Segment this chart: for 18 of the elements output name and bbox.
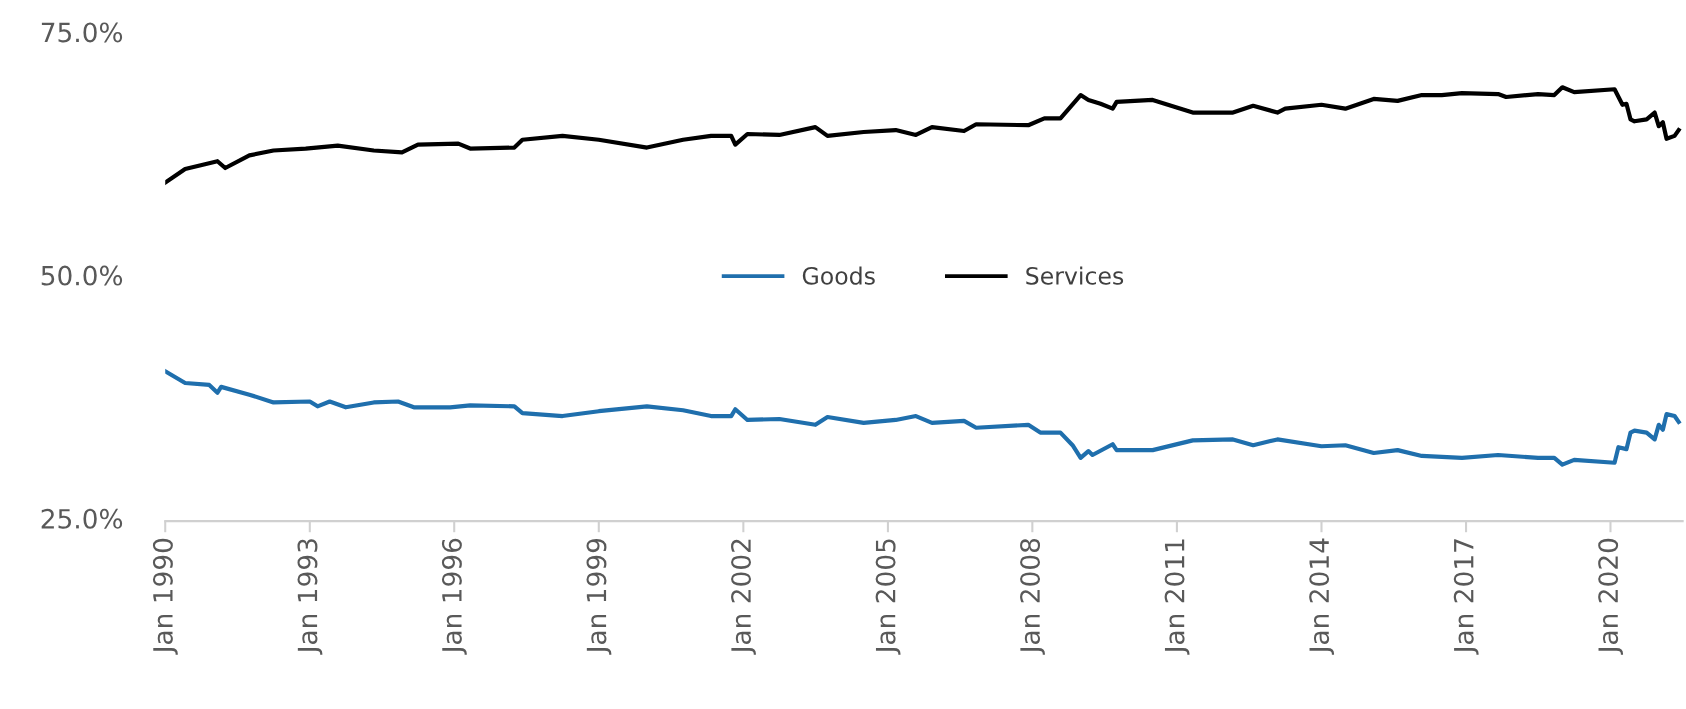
legend-label: Services <box>1026 266 1124 285</box>
y-tick-label: 50.0% <box>41 265 123 286</box>
x-tick-label: Jan 1996 <box>441 538 467 655</box>
line-series <box>165 369 1681 467</box>
x-tick-label: Jan 2005 <box>875 539 901 655</box>
line-series <box>165 85 1681 185</box>
x-tick-label: Jan 2008 <box>1020 538 1045 655</box>
y-tick-label: 25.0% <box>41 508 123 529</box>
x-tick-label: Jan 2014 <box>1309 538 1335 655</box>
x-tick-label: Jan 2017 <box>1453 539 1479 655</box>
x-tick-label: Jan 1993 <box>297 539 323 655</box>
x-tick-label: Jan 1990 <box>152 538 178 655</box>
x-tick-label: Jan 1999 <box>586 538 612 655</box>
legend-label: Goods <box>802 266 875 285</box>
x-tick-label: Jan 2011 <box>1164 539 1190 655</box>
x-tick-label: Jan 2020 <box>1598 538 1624 655</box>
y-tick-label: 75.0% <box>41 22 123 43</box>
x-tick-label: Jan 2002 <box>731 539 756 655</box>
